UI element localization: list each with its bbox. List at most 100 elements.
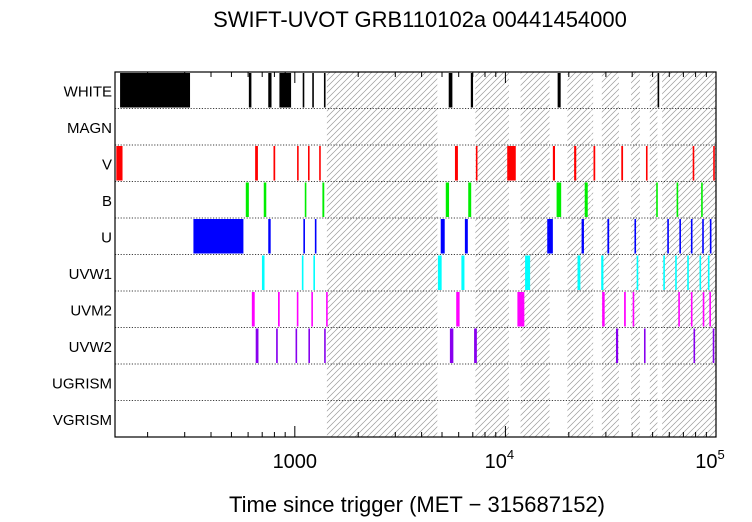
shaded-intervals bbox=[326, 72, 716, 437]
exposure-uvw2-1 bbox=[276, 328, 278, 363]
exposure-uvw2-5 bbox=[449, 328, 454, 363]
exposure-u-4 bbox=[440, 219, 445, 254]
exposure-white-4 bbox=[302, 73, 305, 108]
shaded-interval-6 bbox=[631, 72, 640, 437]
exposure-uvw1-13 bbox=[707, 255, 710, 290]
exposure-uvm2-10 bbox=[678, 292, 680, 327]
exposure-uvw1-2 bbox=[313, 255, 315, 290]
x-axis-label: Time since trigger (MET − 315687152) bbox=[229, 492, 605, 517]
exposure-u-1 bbox=[268, 219, 271, 254]
exposure-b-10 bbox=[701, 182, 703, 217]
exposure-u-2 bbox=[303, 219, 305, 254]
exposure-uvw2-3 bbox=[308, 328, 310, 363]
exposure-uvw1-8 bbox=[636, 255, 639, 290]
exposure-v-15 bbox=[713, 146, 715, 181]
row-label-white: WHITE bbox=[64, 83, 112, 100]
row-labels: WHITE MAGN V B U UVW1 UVM2 UVW2 UGRISM VGRISM bbox=[52, 83, 112, 429]
x-tick-label-2: 105 bbox=[695, 447, 724, 473]
exposure-uvm2-3 bbox=[311, 292, 313, 327]
row-label-b: B bbox=[102, 193, 112, 210]
exposure-b-5 bbox=[468, 182, 472, 217]
x-tick-label-0: 1000 bbox=[273, 451, 318, 473]
exposure-b-9 bbox=[676, 182, 679, 217]
exposure-u-13 bbox=[702, 219, 704, 254]
exposure-u-0 bbox=[193, 219, 244, 254]
exposure-uvw1-5 bbox=[525, 255, 531, 290]
row-label-ugrism: UGRISM bbox=[52, 375, 112, 392]
exposure-white-1 bbox=[248, 73, 252, 108]
exposure-uvw1-12 bbox=[699, 255, 702, 290]
row-label-magn: MAGN bbox=[67, 120, 112, 137]
row-label-uvw2: UVW2 bbox=[69, 339, 112, 356]
exposure-u-14 bbox=[709, 219, 712, 254]
shaded-interval-3 bbox=[567, 72, 591, 437]
exposure-v-0 bbox=[116, 146, 123, 181]
exposure-bars bbox=[116, 73, 715, 363]
exposure-u-7 bbox=[581, 219, 584, 254]
exposure-white-10 bbox=[657, 73, 660, 108]
exposure-u-6 bbox=[547, 219, 553, 254]
exposure-v-11 bbox=[593, 146, 596, 181]
exposure-uvw1-3 bbox=[437, 255, 442, 290]
exposure-b-6 bbox=[556, 182, 562, 217]
exposure-uvw2-6 bbox=[474, 328, 477, 363]
exposure-u-11 bbox=[679, 219, 681, 254]
row-label-vgrism: VGRISM bbox=[53, 412, 112, 429]
exposure-uvm2-11 bbox=[690, 292, 693, 327]
exposure-b-4 bbox=[445, 182, 450, 217]
exposure-u-12 bbox=[690, 219, 693, 254]
exposure-uvm2-0 bbox=[251, 292, 255, 327]
exposure-v-1 bbox=[255, 146, 258, 181]
exposure-v-3 bbox=[297, 146, 299, 181]
exposure-uvw1-11 bbox=[687, 255, 689, 290]
exposure-white-3 bbox=[279, 73, 292, 108]
exposure-uvw2-7 bbox=[615, 328, 619, 363]
exposure-b-3 bbox=[322, 182, 325, 217]
exposure-b-1 bbox=[263, 182, 267, 217]
exposure-v-2 bbox=[273, 146, 276, 181]
exposure-uvm2-8 bbox=[624, 292, 626, 327]
exposure-u-5 bbox=[464, 219, 468, 254]
exposure-uvm2-6 bbox=[517, 292, 525, 327]
exposure-uvw1-4 bbox=[461, 255, 465, 290]
exposure-u-3 bbox=[314, 219, 317, 254]
exposure-uvm2-1 bbox=[277, 292, 280, 327]
exposure-uvm2-5 bbox=[456, 292, 460, 327]
exposure-white-9 bbox=[557, 73, 561, 108]
exposure-uvw1-1 bbox=[301, 255, 304, 290]
exposure-uvw2-4 bbox=[324, 328, 326, 363]
exposure-uvw2-9 bbox=[693, 328, 696, 363]
exposure-white-7 bbox=[448, 73, 453, 108]
exposure-uvw2-10 bbox=[712, 328, 715, 363]
row-label-u: U bbox=[101, 229, 112, 246]
x-tick-label-1: 104 bbox=[485, 447, 514, 473]
x-axis-ticks: 1000 104 105 bbox=[147, 72, 725, 473]
exposure-v-8 bbox=[507, 146, 516, 181]
exposure-uvw1-9 bbox=[663, 255, 665, 290]
exposure-v-13 bbox=[645, 146, 648, 181]
row-dividers bbox=[115, 108, 716, 401]
exposure-uvw1-10 bbox=[675, 255, 677, 290]
exposure-b-7 bbox=[584, 182, 588, 217]
exposure-v-12 bbox=[621, 146, 624, 181]
exposure-uvw1-0 bbox=[261, 255, 265, 290]
exposure-uvm2-12 bbox=[702, 292, 705, 327]
exposure-v-10 bbox=[574, 146, 577, 181]
exposure-white-8 bbox=[470, 73, 474, 108]
shaded-interval-5 bbox=[601, 72, 619, 437]
exposure-b-8 bbox=[656, 182, 658, 217]
exposure-v-7 bbox=[475, 146, 478, 181]
shaded-interval-4 bbox=[591, 72, 594, 437]
exposure-uvw1-7 bbox=[601, 255, 604, 290]
row-label-uvw1: UVW1 bbox=[69, 266, 112, 283]
exposure-v-6 bbox=[454, 146, 458, 181]
exposure-b-0 bbox=[245, 182, 249, 217]
exposure-u-10 bbox=[667, 219, 669, 254]
exposure-v-5 bbox=[319, 146, 321, 181]
exposure-white-6 bbox=[323, 73, 326, 108]
exposure-uvw2-2 bbox=[295, 328, 298, 363]
exposure-v-14 bbox=[692, 146, 695, 181]
exposure-uvw2-8 bbox=[643, 328, 646, 363]
exposure-white-5 bbox=[312, 73, 314, 108]
